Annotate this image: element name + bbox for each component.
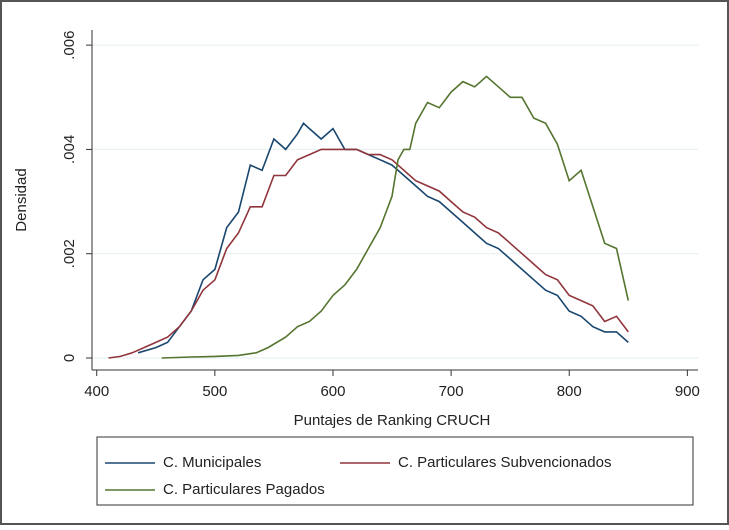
y-tick-label: .006 xyxy=(61,31,78,60)
x-tick-label: 800 xyxy=(557,383,582,400)
x-axis-title: Puntajes de Ranking CRUCH xyxy=(294,412,491,429)
series-line xyxy=(108,148,629,359)
x-tick-label: 900 xyxy=(675,383,700,400)
y-tick-label: .004 xyxy=(61,135,78,164)
legend-box xyxy=(96,436,694,506)
legend-label: C. Particulares Pagados xyxy=(163,481,325,498)
y-tick-label: 0 xyxy=(61,354,78,362)
x-tick-label: 600 xyxy=(320,383,345,400)
y-tick-label: .002 xyxy=(61,239,78,268)
series-line xyxy=(137,122,629,354)
x-tick-label: 700 xyxy=(439,383,464,400)
x-tick-label: 400 xyxy=(84,383,109,400)
series-line xyxy=(161,75,630,359)
y-axis-title: Densidad xyxy=(13,168,30,231)
x-tick-label: 500 xyxy=(202,383,227,400)
legend-label: C. Particulares Subvencionados xyxy=(398,454,611,471)
legend-label: C. Municipales xyxy=(163,454,261,471)
